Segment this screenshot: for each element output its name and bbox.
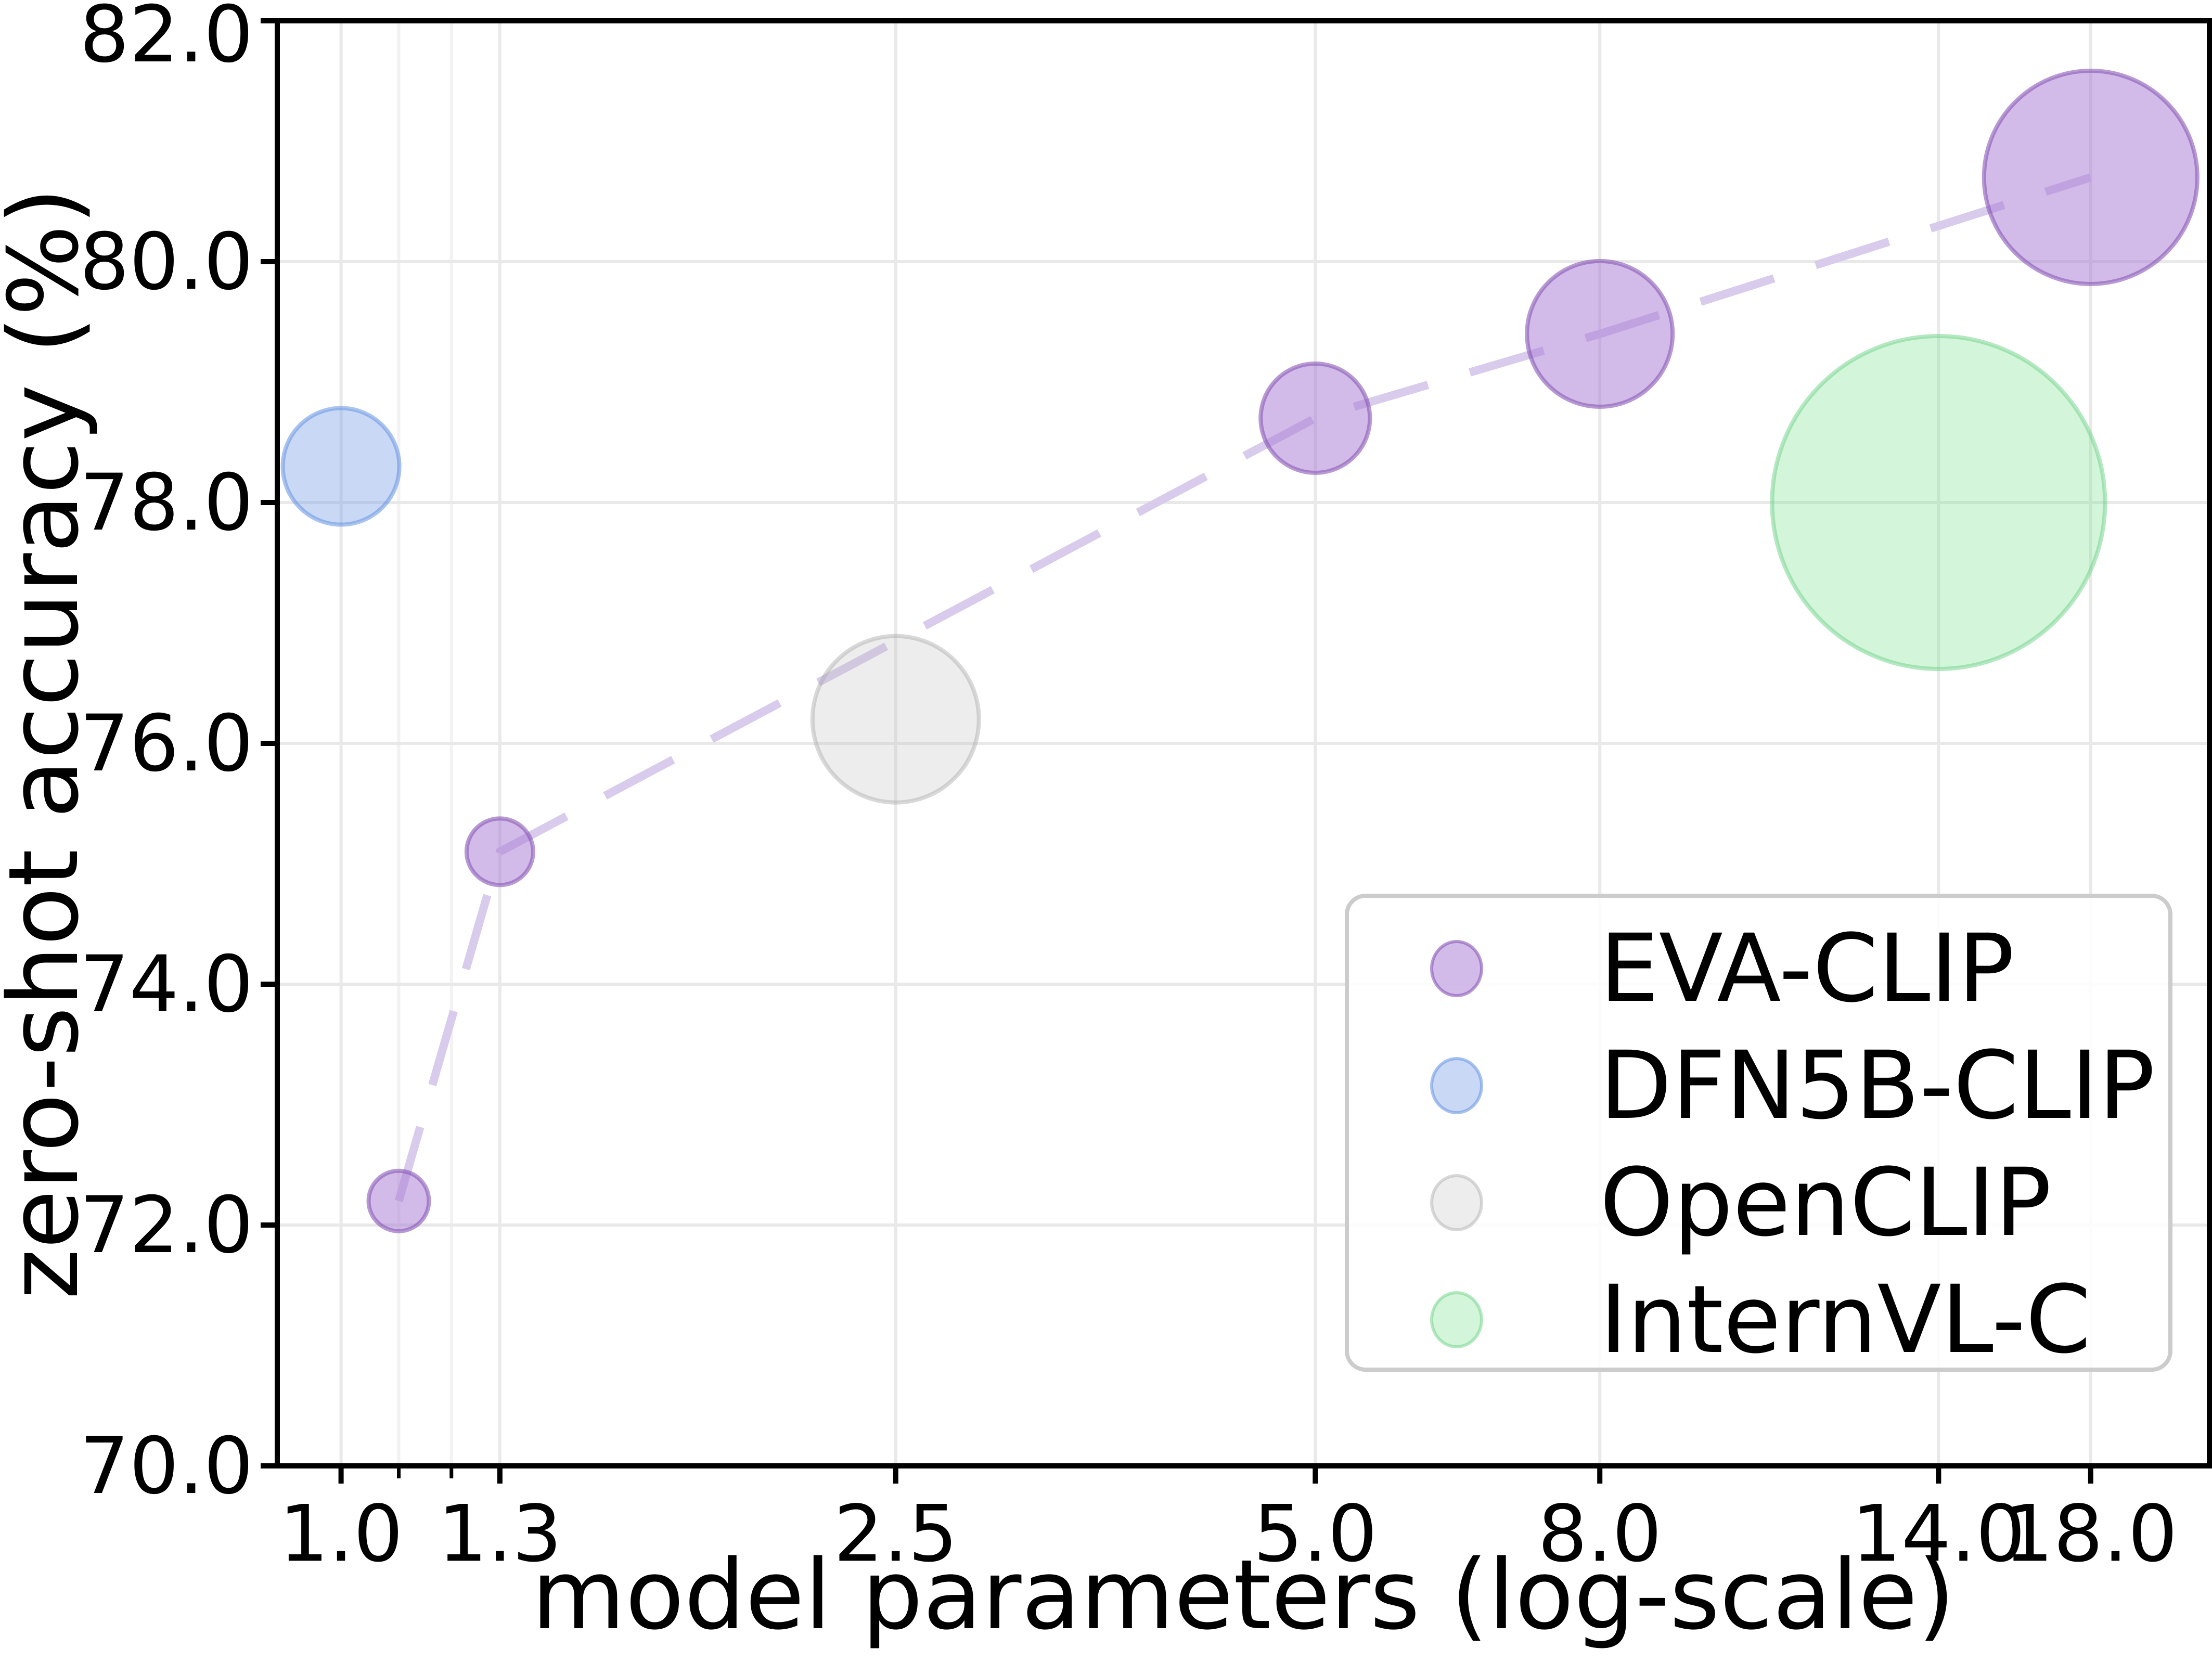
y-axis-label: zero-shot accuracy (%): [0, 187, 100, 1299]
bubble-eva-clip: [1982, 68, 2200, 286]
x-tick-label: 1.3: [438, 1489, 562, 1579]
y-tick-label: 74.0: [80, 939, 253, 1030]
bubble-eva-clip: [366, 1168, 431, 1233]
bubble-eva-clip: [464, 816, 535, 887]
bubble-dfn5b-clip: [280, 406, 402, 527]
x-tick-label: 2.5: [834, 1489, 958, 1579]
x-tick-label: 14.0: [1851, 1489, 2025, 1579]
legend-label-internvl-c: InternVL-C: [1600, 1266, 2091, 1374]
y-tick-label: 78.0: [80, 458, 253, 548]
x-tick-label: 18.0: [2004, 1489, 2178, 1579]
legend-marker-dfn5b-clip: [1430, 1057, 1483, 1114]
y-tick-label: 70.0: [80, 1421, 253, 1512]
y-tick-label: 76.0: [80, 699, 253, 789]
x-tick-label: 8.0: [1538, 1489, 1662, 1579]
bubble-internvl-c: [1770, 334, 2107, 671]
x-axis-label: model parameters (log-scale): [532, 1539, 1956, 1651]
legend-box: [1345, 894, 2172, 1372]
bubble-eva-clip: [1525, 259, 1675, 409]
legend-label-dfn5b-clip: DFN5B-CLIP: [1600, 1032, 2155, 1140]
trend-line-eva-clip: [394, 173, 2092, 1202]
legend-marker-openclip: [1430, 1174, 1483, 1231]
legend-marker-internvl-c: [1430, 1291, 1483, 1348]
x-tick-label: 5.0: [1253, 1489, 1378, 1579]
legend-label-eva-clip: EVA-CLIP: [1600, 914, 2014, 1023]
legend-label-openclip: OpenCLIP: [1600, 1149, 2051, 1257]
legend-marker-eva-clip: [1430, 940, 1483, 997]
bubble-eva-clip: [1258, 361, 1372, 475]
y-tick-label: 72.0: [80, 1180, 253, 1271]
y-tick-label: 82.0: [80, 0, 253, 80]
y-tick-label: 80.0: [80, 217, 253, 307]
x-tick-label: 1.0: [279, 1489, 403, 1579]
bubble-openclip: [810, 634, 981, 805]
